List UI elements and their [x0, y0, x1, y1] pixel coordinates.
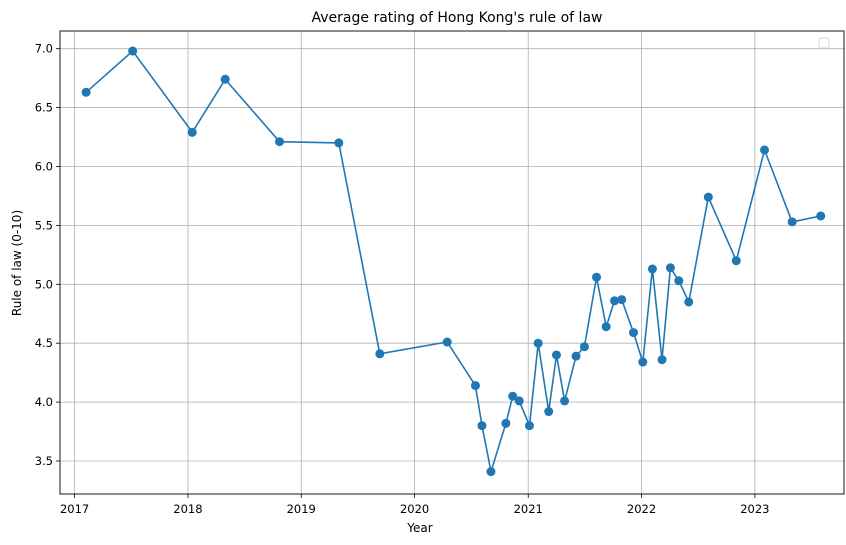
data-point [816, 211, 826, 221]
data-point [731, 256, 741, 266]
data-point [128, 46, 138, 56]
data-point [684, 297, 694, 307]
y-axis-ticks: 3.5 4.0 4.5 5.0 5.5 6.0 6.5 7.0 [35, 42, 60, 468]
legend-box [818, 37, 830, 49]
x-tick-label: 2020 [400, 502, 429, 516]
data-point [81, 87, 91, 97]
y-tick-label: 6.5 [35, 101, 53, 115]
y-tick-label: 3.5 [35, 454, 53, 468]
data-point [592, 272, 602, 282]
x-axis-ticks: 2017 2018 2019 2020 2021 2022 2023 [60, 494, 770, 516]
x-tick-label: 2021 [514, 502, 543, 516]
data-point [477, 421, 487, 431]
x-tick-label: 2017 [60, 502, 89, 516]
x-tick-label: 2022 [627, 502, 656, 516]
data-point [674, 276, 684, 286]
data-point [657, 355, 667, 365]
data-point [187, 127, 197, 137]
data-point [647, 264, 657, 274]
data-point [470, 381, 480, 391]
data-point [579, 342, 589, 352]
x-tick-label: 2019 [287, 502, 316, 516]
y-tick-label: 5.0 [35, 277, 53, 291]
data-point [601, 322, 611, 332]
grid-lines [60, 31, 844, 494]
chart-title: Average rating of Hong Kong's rule of la… [312, 10, 603, 26]
x-tick-label: 2018 [173, 502, 202, 516]
x-tick-label: 2023 [740, 502, 769, 516]
data-point [787, 217, 797, 227]
data-point [514, 396, 524, 406]
data-point [533, 338, 543, 348]
data-point [524, 421, 534, 431]
data-point [551, 350, 561, 360]
data-point [375, 349, 385, 359]
series-markers [81, 46, 826, 477]
x-axis-label: Year [406, 521, 432, 535]
data-point [220, 74, 230, 84]
series-line [85, 49, 821, 472]
y-tick-label: 5.5 [35, 218, 53, 232]
data-point [486, 467, 496, 477]
data-point [508, 391, 518, 401]
y-tick-label: 7.0 [35, 42, 53, 56]
y-axis-label: Rule of law (0-10) [10, 210, 24, 316]
data-point [571, 351, 581, 361]
y-tick-label: 4.0 [35, 395, 53, 409]
data-point [275, 137, 285, 147]
y-tick-label: 4.5 [35, 336, 53, 350]
data-point [544, 407, 554, 417]
data-point [442, 337, 452, 347]
data-point [501, 418, 511, 428]
plot-frame [59, 30, 845, 495]
data-point [638, 357, 648, 367]
data-point [703, 192, 713, 202]
data-point [628, 328, 638, 338]
y-tick-label: 6.0 [35, 159, 53, 173]
data-point [334, 138, 344, 148]
data-point [560, 396, 570, 406]
data-point [760, 145, 770, 155]
data-point [665, 263, 675, 273]
data-point [617, 295, 627, 305]
data-point [610, 296, 620, 306]
